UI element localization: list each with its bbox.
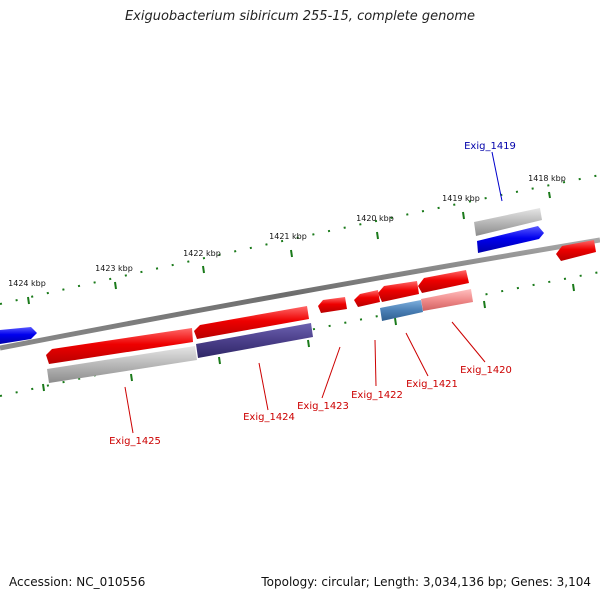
- gene-label-exig-1420[interactable]: Exig_1420: [460, 365, 512, 376]
- gene-label-exig-1423[interactable]: Exig_1423: [297, 401, 349, 412]
- gene-label-exig-1419[interactable]: Exig_1419: [464, 141, 516, 152]
- scale-label-1421: 1421 kbp: [269, 232, 307, 241]
- map-title: Exiguobacterium sibiricum 255-15, comple…: [124, 9, 476, 24]
- scale-label-1418: 1418 kbp: [528, 174, 566, 183]
- gene-exig-1425-arrow[interactable]: [46, 328, 193, 364]
- pink-feature-1420[interactable]: [421, 289, 473, 311]
- gene-exig-1419-arrow[interactable]: [477, 226, 544, 253]
- gene-label-exig-1424[interactable]: Exig_1424: [243, 412, 295, 423]
- inner-major-ticks: [42, 283, 575, 392]
- scale-label-1419: 1419 kbp: [442, 194, 480, 203]
- outer-tick-ring: [0, 174, 600, 305]
- purple-feature-1424[interactable]: [196, 323, 313, 358]
- gene-exig-1422-arrow[interactable]: [354, 290, 380, 307]
- gene-exig-1423-arrow[interactable]: [318, 297, 347, 313]
- gene-label-exig-1425[interactable]: Exig_1425: [109, 436, 161, 447]
- steelblue-feature-1421[interactable]: [380, 300, 423, 321]
- gene-exig-1420-arrow[interactable]: [418, 270, 469, 293]
- gene-left-forward-arrow[interactable]: [0, 327, 37, 344]
- scale-label-1424: 1424 kbp: [8, 279, 46, 288]
- label-leaders: [124, 151, 503, 434]
- gene-right-reverse-arrow[interactable]: [556, 240, 596, 261]
- scale-label-1423: 1423 kbp: [95, 264, 133, 273]
- gray-feature-1425[interactable]: [47, 346, 197, 383]
- accession-label: Accession: NC_010556: [9, 575, 146, 589]
- scale-label-1420: 1420 kbp: [356, 214, 394, 223]
- gene-exig-1421-arrow[interactable]: [378, 281, 419, 302]
- genome-backbone: [0, 237, 600, 351]
- gene-exig-1424-arrow[interactable]: [194, 306, 309, 339]
- gray-feature-1419[interactable]: [474, 208, 542, 236]
- outer-major-ticks: [27, 191, 551, 305]
- scale-label-1422: 1422 kbp: [183, 249, 221, 258]
- gene-label-exig-1421[interactable]: Exig_1421: [406, 379, 458, 390]
- gene-label-exig-1422[interactable]: Exig_1422: [351, 390, 403, 401]
- genome-summary-label: Topology: circular; Length: 3,034,136 bp…: [261, 575, 591, 589]
